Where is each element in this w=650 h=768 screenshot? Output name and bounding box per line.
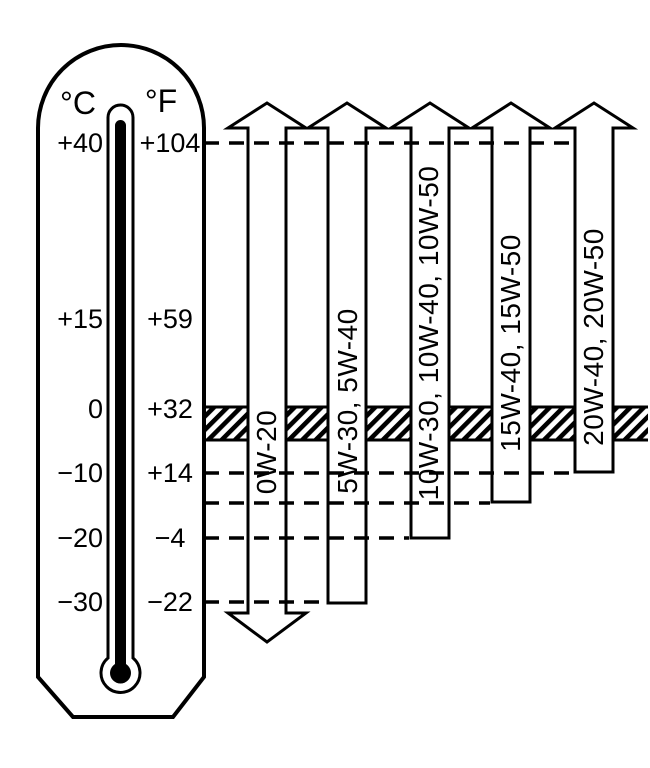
oil-grade-arrow-10w: [385, 101, 475, 540]
thermometer-mercury: [115, 120, 126, 676]
oil-grade-label-20w: 20W-40, 20W-50: [578, 228, 609, 446]
celsius-label: −20: [57, 523, 103, 553]
fahrenheit-label: +14: [147, 458, 193, 488]
celsius-label: −10: [57, 458, 103, 488]
fahrenheit-label: +59: [147, 304, 193, 334]
thermometer-bulb: [110, 662, 131, 684]
celsius-scale: +40 +15 0 −10 −20 −30: [57, 128, 103, 617]
fahrenheit-label: −4: [155, 523, 186, 553]
fahrenheit-header: °F: [145, 83, 177, 119]
celsius-header: °C: [60, 85, 96, 121]
celsius-label: −30: [57, 587, 103, 617]
fahrenheit-label: +104: [140, 128, 201, 158]
celsius-label: +15: [57, 304, 103, 334]
oil-grade-label-15w: 15W-40, 15W-50: [495, 234, 526, 452]
oil-grade-arrow-15w: [466, 101, 556, 504]
fahrenheit-label: +32: [147, 394, 193, 424]
thermometer: [36, 43, 206, 719]
oil-grade-arrow-20w: [549, 101, 639, 474]
fahrenheit-label: −22: [147, 587, 193, 617]
oil-grade-label-0w20: 0W-20: [251, 410, 282, 494]
thermometer-tube: [99, 103, 142, 694]
fahrenheit-scale: +104 +59 +32 +14 −4 −22: [140, 128, 201, 617]
oil-grade-arrow-5w: [302, 101, 392, 605]
thermometer-body: [36, 43, 206, 719]
oil-grade-label-5w: 5W-30, 5W-40: [332, 308, 363, 493]
celsius-label: 0: [88, 394, 103, 424]
temperature-dashed-lines: [204, 141, 573, 604]
oil-grade-labels: 0W-20 5W-30, 5W-40 10W-30, 10W-40, 10W-5…: [251, 166, 609, 501]
oil-grade-arrows: [222, 101, 639, 644]
oil-grade-label-10w: 10W-30, 10W-40, 10W-50: [413, 166, 444, 501]
oil-grade-arrow-0w20: [222, 101, 312, 644]
celsius-label: +40: [57, 128, 103, 158]
